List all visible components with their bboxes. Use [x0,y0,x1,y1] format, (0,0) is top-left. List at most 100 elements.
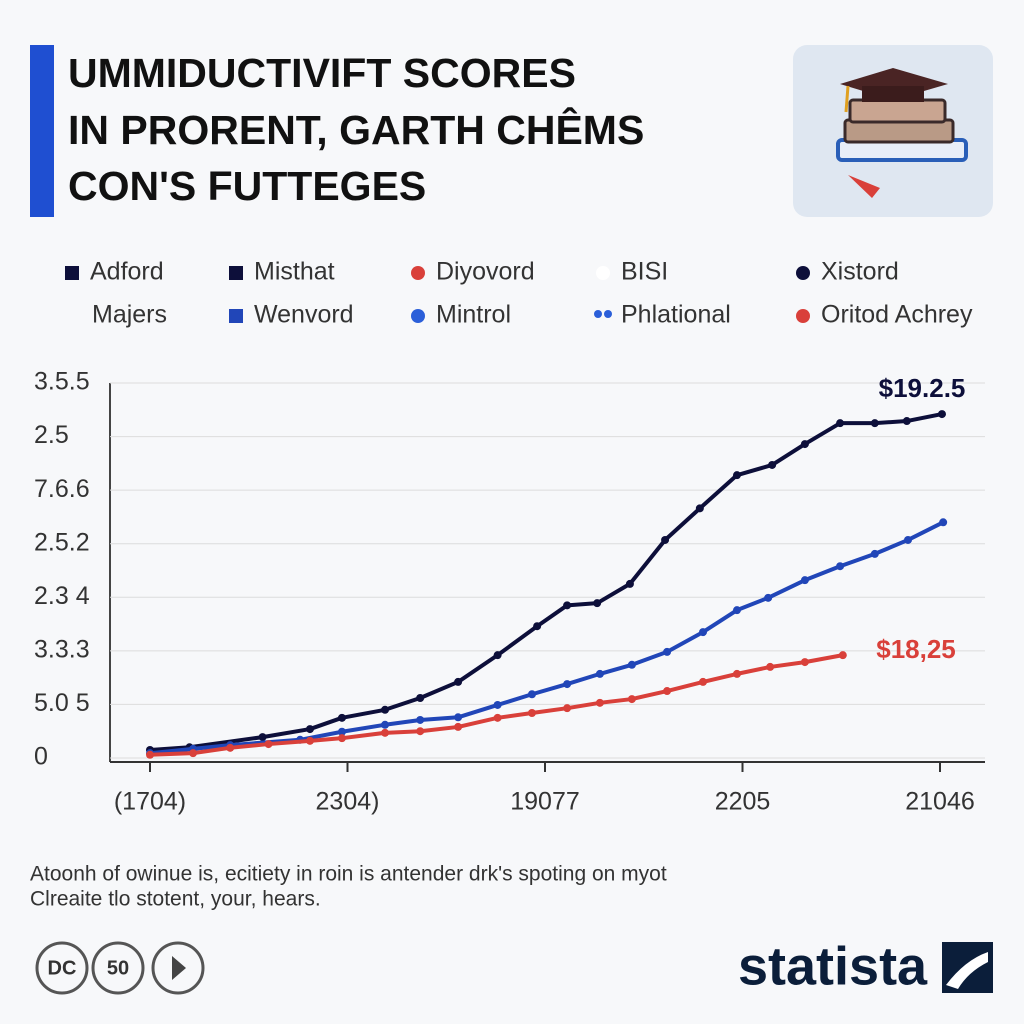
y-tick-label: 2.3 4 [34,582,90,610]
y-tick-label: 2.5 [34,421,69,449]
data-point [226,743,235,752]
legend-label: Phlational [621,301,731,329]
footnote: Atoonh of owinue is, ecitiety in roin is… [30,863,667,886]
data-point [768,460,777,469]
data-point [732,606,741,615]
icon [793,45,993,217]
series-line [149,412,943,752]
data-point [381,728,390,737]
data-point [593,599,602,608]
data-point [732,471,741,480]
badge-label: 50 [107,957,129,979]
x-tick-label: 2205 [715,788,771,816]
data-point [416,715,425,724]
y-tick-label: 5.0 5 [34,689,90,717]
data-point [493,713,502,722]
data-point [939,518,948,527]
data-point [838,651,847,660]
legend-marker [594,310,602,318]
data-point [766,662,775,671]
data-point [454,713,463,722]
legend-label: Xistord [821,258,899,286]
data-point [305,725,314,734]
title-line: IN PRORENT, GARTH CHÊMS [68,107,644,153]
annotation: $19.2.5 [879,373,966,403]
legend-label: Diyovord [436,258,535,286]
data-point [663,647,672,656]
badge [151,941,205,995]
title-accent [30,45,54,217]
series-line [149,653,844,757]
title-line: UMMIDUCTIVIFT SCORES [68,50,576,96]
brand: statista [738,936,928,996]
data-point [527,709,536,717]
data-point [627,695,636,704]
data-point [661,535,670,544]
annotation: $18,25 [876,634,956,664]
data-point [800,440,809,449]
legend-marker [604,310,612,318]
y-tick-label: 3.3.3 [34,635,90,663]
data-point [732,669,741,678]
y-tick-label: 7.6.6 [34,475,90,503]
data-point [699,677,707,686]
data-point [258,733,267,742]
x-tick-label: 21046 [905,788,975,816]
badge-label: DC [48,957,77,979]
footnote: Clreaite tlo stotent, your, hears. [30,888,321,911]
data-point [695,504,704,513]
data-point [264,740,273,749]
data-point [902,417,911,426]
data-point [189,749,198,758]
data-point [800,658,809,667]
data-point [454,722,463,731]
data-point [870,549,879,558]
data-point [563,680,572,689]
data-point [493,700,502,709]
data-point [563,704,572,713]
data-point [337,727,346,736]
data-point [305,736,314,745]
data-point [663,687,672,696]
data-point [416,694,425,702]
brand-logo-mark [946,952,988,989]
data-point [416,727,425,736]
legend-label: BISI [621,258,668,286]
data-point [904,535,913,544]
legend-marker [796,266,810,280]
legend-marker [411,309,425,323]
x-tick-label: 19077 [510,788,580,816]
legend-label: Mintrol [436,301,511,329]
data-point [381,720,390,729]
data-point [337,713,346,722]
x-tick-label: (1704) [114,788,186,816]
badge-arrow [172,956,186,980]
data-point [563,601,572,610]
legend-marker [229,266,243,280]
series-line [149,520,945,756]
data-point [146,750,154,759]
data-point [836,419,845,428]
legend-marker [411,266,425,280]
data-point [836,562,845,571]
data-point [493,651,502,660]
data-point [381,705,390,714]
data-point [533,622,542,631]
x-tick-label: 2304) [316,788,380,816]
badge [91,941,145,995]
y-tick-label: 2.5.2 [34,528,90,556]
data-point [337,734,346,743]
data-point [527,690,536,699]
legend-label: Misthat [254,258,335,286]
legend-marker [65,266,79,280]
legend-label: Oritod Achrey [821,301,973,329]
data-point [595,669,604,678]
data-point [454,677,463,686]
data-point [627,660,636,669]
y-tick-label: 3.5.5 [34,368,90,396]
data-point [595,698,604,707]
legend-label: Wenvord [254,301,354,329]
data-point [800,576,809,585]
y-tick-label: 0 [34,743,48,771]
